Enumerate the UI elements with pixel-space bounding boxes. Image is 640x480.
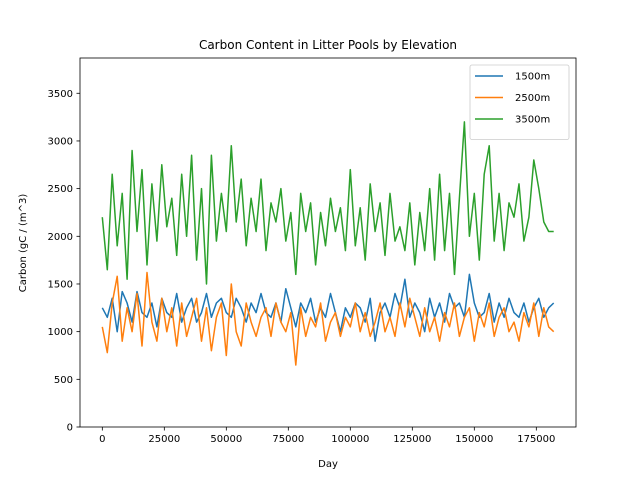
legend-label: 1500m (515, 72, 550, 83)
x-tick-label: 125000 (393, 434, 431, 445)
series-line-3500m (101, 121, 554, 285)
legend-box (469, 64, 570, 140)
series-line-2500m (101, 271, 555, 366)
x-tick-label: 50000 (210, 434, 242, 445)
y-tick-label: 500 (54, 375, 73, 386)
y-tick-label: 2000 (48, 232, 73, 243)
y-tick-label: 3500 (48, 89, 73, 100)
axes-frame (79, 57, 577, 428)
x-axis-label: Day (318, 459, 338, 470)
y-axis-label: Carbon (gC / (m^3) (18, 194, 29, 293)
legend-label: 3500m (515, 115, 550, 126)
y-tick-label: 1500 (48, 279, 73, 290)
x-tick-label: 0 (99, 434, 105, 445)
x-tick-label: 175000 (517, 434, 555, 445)
y-tick-label: 0 (67, 423, 73, 434)
y-tick-label: 2500 (48, 184, 73, 195)
chart-title: Carbon Content in Litter Pools by Elevat… (199, 38, 457, 52)
x-tick-label: 25000 (148, 434, 180, 445)
x-tick-label: 100000 (331, 434, 369, 445)
x-tick-label: 150000 (455, 434, 493, 445)
plot-area (79, 57, 577, 428)
y-tick-label: 3000 (48, 136, 73, 147)
y-axis: 0 500 1000 1500 2000 2500 3000 3500 (48, 89, 80, 434)
legend-label: 2500m (515, 93, 550, 104)
x-tick-label: 75000 (272, 434, 304, 445)
x-axis: 0 25000 50000 75000 100000 125000 150000 175000 (99, 427, 555, 445)
legend: 1500m 2500m 3500m (469, 64, 570, 140)
y-tick-label: 1000 (48, 327, 73, 338)
